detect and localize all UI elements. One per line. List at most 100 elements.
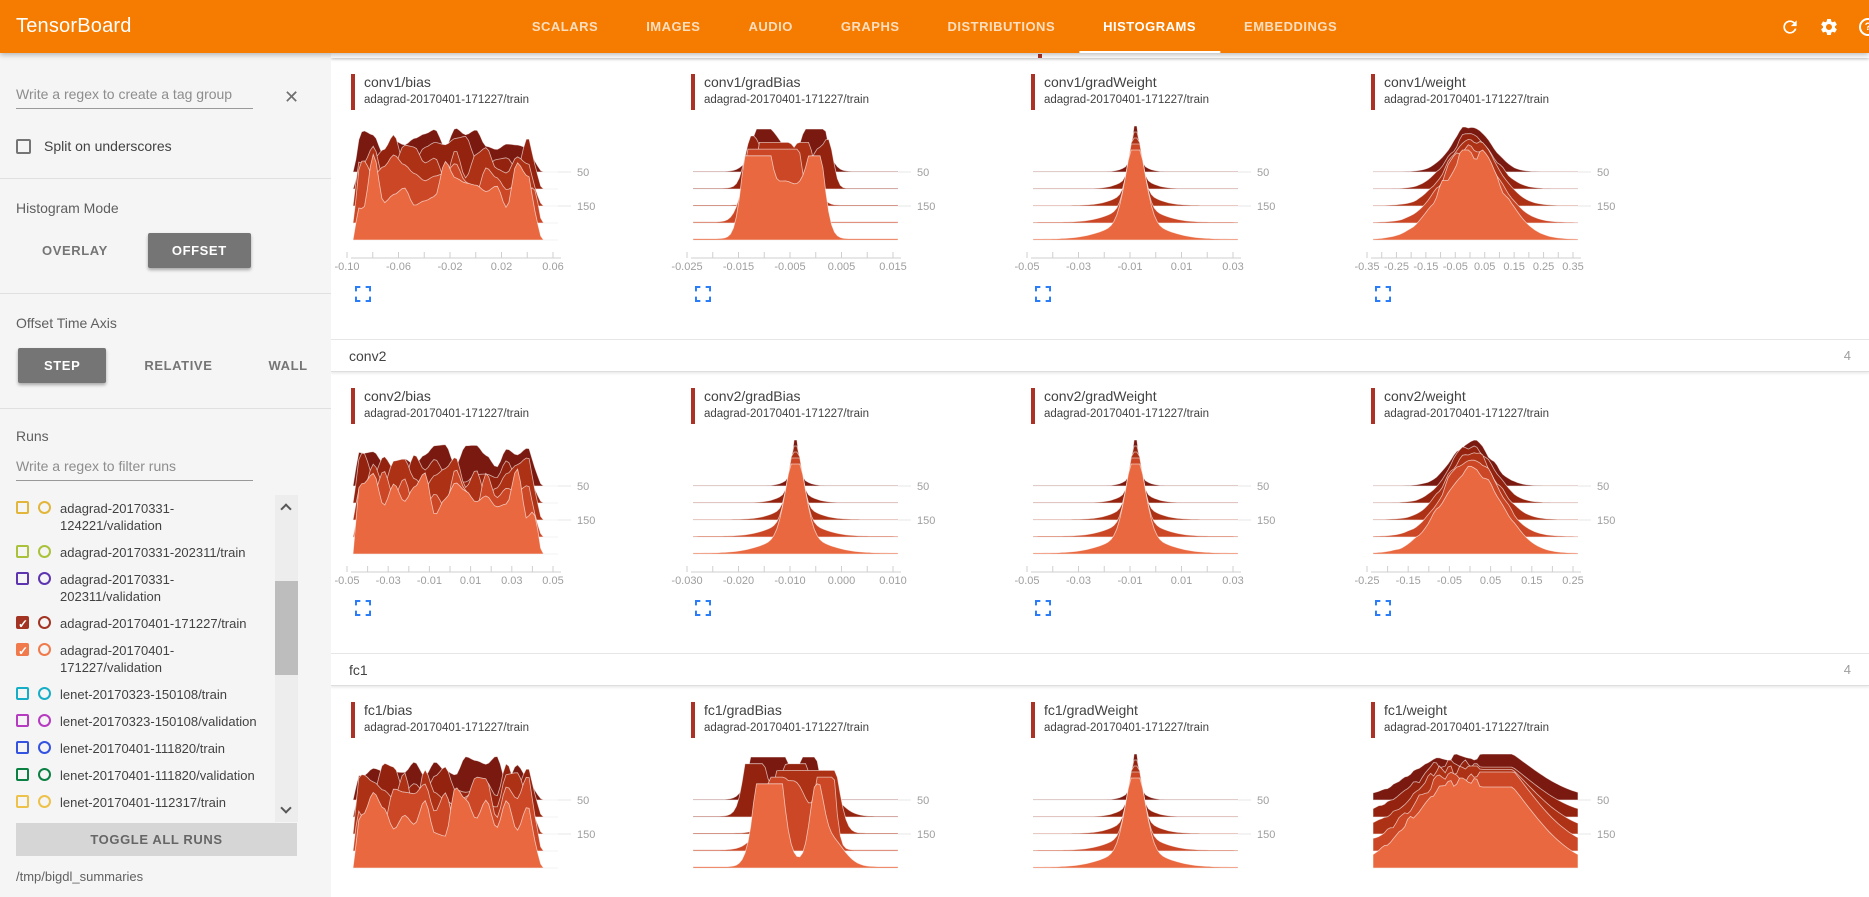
- run-checkbox[interactable]: [16, 545, 29, 558]
- run-color-radio[interactable]: [38, 768, 51, 781]
- tab-images[interactable]: IMAGES: [646, 19, 701, 34]
- scroll-down-icon[interactable]: [280, 802, 292, 814]
- histogram-chart[interactable]: 50 150: [1372, 748, 1635, 897]
- svg-text:50: 50: [917, 481, 929, 493]
- offset-time-axis-label: Offset Time Axis: [16, 315, 117, 331]
- split-on-underscores-checkbox[interactable]: [16, 138, 31, 154]
- histogram-chart[interactable]: 50 150 -0.05 -0.03 -0.01 0.01 0.03: [1014, 120, 1295, 278]
- run-checkbox[interactable]: [16, 687, 29, 700]
- group-header-conv2[interactable]: conv2 4: [331, 339, 1869, 372]
- histogram-chart[interactable]: 50 150 -0.25 -0.15 -0.05 0.05 0.15 0.25: [1354, 434, 1635, 592]
- run-color-bar: [351, 702, 355, 738]
- expand-fullscreen-icon[interactable]: [354, 599, 372, 621]
- run-color-radio[interactable]: [38, 795, 51, 808]
- run-item[interactable]: ✓ adagrad-20170401-171227/train: [16, 610, 272, 637]
- expand-fullscreen-icon[interactable]: [1374, 285, 1392, 307]
- histogram-chart[interactable]: 50 150: [1032, 748, 1295, 897]
- split-on-underscores-row[interactable]: Split on underscores: [16, 138, 331, 154]
- run-color-radio[interactable]: [38, 616, 51, 629]
- run-color-radio[interactable]: [38, 572, 51, 585]
- card-run-subtitle: adagrad-20170401-171227/train: [364, 408, 529, 420]
- time-axis-step-button[interactable]: STEP: [18, 348, 107, 383]
- log-directory-path: /tmp/bigdl_summaries: [16, 869, 144, 884]
- run-color-radio[interactable]: [38, 643, 51, 656]
- run-color-radio[interactable]: [38, 501, 51, 514]
- svg-text:-0.025: -0.025: [671, 261, 702, 273]
- svg-text:0.01: 0.01: [460, 575, 481, 587]
- run-item[interactable]: lenet-20170401-112317/train: [16, 789, 272, 816]
- tab-audio[interactable]: AUDIO: [748, 19, 793, 34]
- histogram-chart[interactable]: 50 150 -0.10 -0.06 -0.02 0.02 0.06: [334, 120, 615, 278]
- expand-fullscreen-icon[interactable]: [1374, 599, 1392, 621]
- run-checkbox[interactable]: [16, 768, 29, 781]
- expand-fullscreen-icon[interactable]: [694, 599, 712, 621]
- histogram-chart[interactable]: 50 150 -0.35 -0.25 -0.15 -0.05 0.05 0.15 0.25 0.3…: [1354, 120, 1635, 278]
- runs-scrollbar[interactable]: [275, 495, 298, 822]
- run-color-radio[interactable]: [38, 545, 51, 558]
- svg-text:-0.06: -0.06: [386, 261, 411, 273]
- svg-text:0.03: 0.03: [1222, 261, 1243, 273]
- scroll-up-icon[interactable]: [280, 503, 292, 515]
- svg-text:150: 150: [917, 201, 935, 213]
- help-icon[interactable]: ?: [1856, 15, 1869, 39]
- tab-histograms[interactable]: HISTOGRAMS: [1079, 0, 1221, 53]
- histogram-mode-offset-button[interactable]: OFFSET: [147, 233, 251, 268]
- tab-graphs[interactable]: GRAPHS: [840, 19, 900, 34]
- svg-text:-0.05: -0.05: [334, 575, 359, 587]
- run-checkbox[interactable]: ✓: [16, 616, 29, 631]
- histogram-card-fc1-bias: fc1/bias adagrad-20170401-171227/train 50 1…: [351, 702, 651, 897]
- run-checkbox[interactable]: [16, 741, 29, 754]
- expand-fullscreen-icon[interactable]: [694, 285, 712, 307]
- expand-fullscreen-icon[interactable]: [1034, 599, 1052, 621]
- histogram-card-fc1-gradBias: fc1/gradBias adagrad-20170401-171227/trai…: [691, 702, 991, 897]
- histogram-chart[interactable]: 50 150: [692, 748, 955, 897]
- run-item[interactable]: adagrad-20170331-124221/validation: [16, 495, 272, 539]
- run-item[interactable]: lenet-20170323-150108/validation: [16, 708, 272, 735]
- toggle-all-runs-button[interactable]: TOGGLE ALL RUNS: [16, 823, 297, 856]
- app-header: TensorBoard SCALARS IMAGES AUDIO GRAPHS DIST…: [0, 0, 1869, 53]
- histogram-card-conv2-gradBias: conv2/gradBias adagrad-20170401-171227/tr…: [671, 388, 991, 621]
- settings-icon[interactable]: [1817, 15, 1841, 39]
- group-header-fc1[interactable]: fc1 4: [331, 653, 1869, 686]
- expand-fullscreen-icon[interactable]: [1034, 285, 1052, 307]
- run-color-radio[interactable]: [38, 741, 51, 754]
- run-checkbox[interactable]: [16, 572, 29, 585]
- tab-scalars[interactable]: SCALARS: [531, 19, 599, 34]
- run-color-bar: [351, 74, 355, 110]
- run-color-radio[interactable]: [38, 714, 51, 727]
- histogram-card-conv1-gradBias: conv1/gradBias adagrad-20170401-171227/tr…: [671, 74, 991, 307]
- histogram-mode-overlay-button[interactable]: OVERLAY: [42, 243, 108, 258]
- run-item[interactable]: adagrad-20170331-202311/validation: [16, 566, 272, 610]
- run-checkbox[interactable]: [16, 795, 29, 808]
- run-item[interactable]: adagrad-20170331-202311/train: [16, 539, 272, 566]
- svg-text:150: 150: [1597, 201, 1615, 213]
- histogram-chart[interactable]: 50 150 -0.05 -0.03 -0.01 0.01 0.03: [1014, 434, 1295, 592]
- tag-filter-input[interactable]: [16, 83, 253, 109]
- run-item[interactable]: lenet-20170323-150108/train: [16, 681, 272, 708]
- histogram-chart[interactable]: 50 150: [352, 748, 615, 897]
- run-color-radio[interactable]: [38, 687, 51, 700]
- run-item[interactable]: lenet-20170401-111820/validation: [16, 762, 272, 789]
- histogram-chart[interactable]: 50 150 -0.030 -0.020 -0.010 0.000 0.010: [671, 434, 955, 592]
- runs-scrollbar-thumb[interactable]: [275, 581, 298, 675]
- divider: [0, 408, 331, 409]
- histogram-chart[interactable]: 50 150 -0.05 -0.03 -0.01 0.01 0.03 0.05: [334, 434, 615, 592]
- time-axis-relative-button[interactable]: RELATIVE: [144, 358, 213, 373]
- run-filter-input[interactable]: [16, 455, 253, 481]
- tab-embeddings[interactable]: EMBEDDINGS: [1244, 19, 1338, 34]
- refresh-icon[interactable]: [1778, 15, 1802, 39]
- svg-text:-0.05: -0.05: [1443, 261, 1468, 273]
- run-checkbox[interactable]: [16, 501, 29, 514]
- run-checkbox[interactable]: ✓: [16, 643, 29, 658]
- clear-tag-filter-icon[interactable]: ✕: [284, 87, 300, 107]
- time-axis-wall-button[interactable]: WALL: [268, 358, 308, 373]
- expand-fullscreen-icon[interactable]: [354, 285, 372, 307]
- histogram-chart[interactable]: 50 150 -0.025 -0.015 -0.005 0.005 0.015: [671, 120, 955, 278]
- card-tag-title: conv2/gradBias: [704, 388, 801, 404]
- run-item[interactable]: lenet-20170401-111820/train: [16, 735, 272, 762]
- tab-distributions[interactable]: DISTRIBUTIONS: [947, 19, 1056, 34]
- runs-label: Runs: [16, 428, 49, 444]
- run-item[interactable]: ✓ adagrad-20170401-171227/validation: [16, 637, 272, 681]
- run-checkbox[interactable]: [16, 714, 29, 727]
- svg-text:0.05: 0.05: [542, 575, 563, 587]
